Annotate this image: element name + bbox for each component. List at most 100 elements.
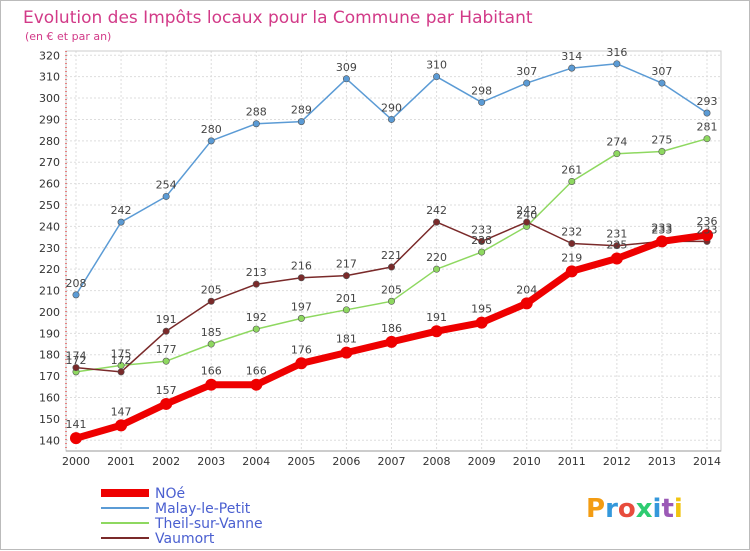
y-tick-label: 320 bbox=[39, 49, 60, 62]
data-point bbox=[297, 118, 305, 126]
data-point bbox=[115, 419, 128, 432]
y-tick-label: 140 bbox=[39, 434, 60, 447]
data-point bbox=[387, 115, 395, 123]
data-point bbox=[523, 79, 531, 87]
data-point bbox=[610, 252, 623, 265]
data-point bbox=[433, 73, 441, 81]
data-label: 316 bbox=[606, 46, 627, 59]
data-point bbox=[565, 265, 578, 278]
data-point bbox=[523, 218, 531, 226]
data-label: 275 bbox=[651, 134, 672, 147]
data-point bbox=[478, 248, 486, 256]
data-label: 205 bbox=[201, 283, 222, 296]
data-point bbox=[658, 148, 666, 156]
data-label: 213 bbox=[246, 266, 267, 279]
data-label: 281 bbox=[697, 121, 718, 134]
data-label: 191 bbox=[426, 311, 447, 324]
y-tick-label: 290 bbox=[39, 113, 60, 126]
data-label: 310 bbox=[426, 59, 447, 72]
data-point bbox=[207, 137, 215, 145]
data-label: 293 bbox=[697, 95, 718, 108]
data-point bbox=[297, 274, 305, 282]
data-labels: 208 242 254 280 288 289 309 290 310 298 307 314 316 3… bbox=[66, 46, 718, 431]
data-label: 307 bbox=[516, 65, 537, 78]
data-point bbox=[117, 218, 125, 226]
legend-label: Vaumort bbox=[155, 531, 215, 547]
y-tick-label: 260 bbox=[39, 178, 60, 191]
x-tick-label: 2001 bbox=[107, 455, 135, 468]
x-tick-label: 2000 bbox=[62, 455, 90, 468]
chart-title: Evolution des Impôts locaux pour la Comm… bbox=[23, 8, 533, 28]
data-label: 192 bbox=[246, 311, 267, 324]
y-tick-label: 250 bbox=[39, 199, 60, 212]
data-label: 176 bbox=[291, 343, 312, 356]
data-label: 233 bbox=[471, 223, 492, 236]
data-label: 147 bbox=[111, 405, 132, 418]
y-tick-label: 170 bbox=[39, 370, 60, 383]
data-point bbox=[207, 340, 215, 348]
data-point bbox=[613, 150, 621, 158]
data-point bbox=[342, 75, 350, 83]
data-label: 205 bbox=[381, 283, 402, 296]
data-point bbox=[387, 297, 395, 305]
data-label: 242 bbox=[426, 204, 447, 217]
data-point bbox=[478, 98, 486, 106]
data-point bbox=[160, 397, 173, 410]
x-tick-label: 2014 bbox=[693, 455, 721, 468]
legend-label: Malay-le-Petit bbox=[155, 501, 251, 517]
data-label: 172 bbox=[66, 354, 87, 367]
legend-label: NOé bbox=[155, 486, 185, 502]
data-point bbox=[385, 335, 398, 348]
data-point bbox=[478, 237, 486, 245]
logo-letter: P bbox=[586, 494, 605, 524]
data-point bbox=[568, 177, 576, 185]
data-point bbox=[703, 109, 711, 117]
y-axis-ticks: 140 150 160 170 180 190 200 210 220 230 240 250 260 2… bbox=[39, 49, 60, 447]
data-label: 172 bbox=[111, 354, 132, 367]
data-point bbox=[613, 242, 621, 250]
y-tick-label: 180 bbox=[39, 349, 60, 362]
data-label: 240 bbox=[516, 208, 537, 221]
data-label: 157 bbox=[156, 384, 177, 397]
data-label: 166 bbox=[246, 365, 267, 378]
data-point bbox=[655, 235, 668, 248]
y-tick-label: 230 bbox=[39, 242, 60, 255]
y-tick-label: 280 bbox=[39, 135, 60, 148]
series-points bbox=[70, 60, 713, 445]
proxiti-logo: Proxiti bbox=[586, 494, 683, 524]
y-tick-label: 160 bbox=[39, 392, 60, 405]
y-tick-label: 270 bbox=[39, 156, 60, 169]
data-point bbox=[433, 265, 441, 273]
data-label: 191 bbox=[156, 313, 177, 326]
data-label: 290 bbox=[381, 101, 402, 114]
data-label: 289 bbox=[291, 104, 312, 117]
data-label: 288 bbox=[246, 106, 267, 119]
data-label: 201 bbox=[336, 292, 357, 305]
data-label: 298 bbox=[471, 84, 492, 97]
data-label: 228 bbox=[471, 234, 492, 247]
y-tick-label: 190 bbox=[39, 327, 60, 340]
x-tick-label: 2007 bbox=[378, 455, 406, 468]
data-label: 233 bbox=[651, 223, 672, 236]
data-point bbox=[475, 316, 488, 329]
logo-letter: i bbox=[674, 494, 683, 524]
data-label: 185 bbox=[201, 326, 222, 339]
y-tick-label: 210 bbox=[39, 285, 60, 298]
data-label: 174 bbox=[66, 350, 87, 363]
grid-lines bbox=[66, 51, 721, 451]
data-label: 314 bbox=[561, 50, 582, 63]
data-label: 219 bbox=[561, 251, 582, 264]
chart-subtitle: (en € et par an) bbox=[25, 30, 111, 43]
data-label: 141 bbox=[66, 418, 87, 431]
data-point bbox=[295, 357, 308, 370]
data-label: 216 bbox=[291, 260, 312, 273]
data-label: 242 bbox=[516, 204, 537, 217]
x-tick-label: 2002 bbox=[152, 455, 180, 468]
data-label: 231 bbox=[606, 228, 627, 241]
data-point bbox=[117, 368, 125, 376]
data-point bbox=[250, 378, 263, 391]
data-point bbox=[342, 272, 350, 280]
x-tick-label: 2010 bbox=[513, 455, 541, 468]
data-point bbox=[162, 192, 170, 200]
